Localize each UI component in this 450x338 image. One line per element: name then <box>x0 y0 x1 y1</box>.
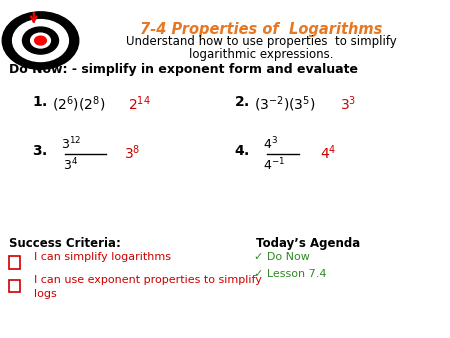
Text: logarithmic expressions.: logarithmic expressions. <box>189 48 333 61</box>
Text: Success Criteria:: Success Criteria: <box>9 237 121 249</box>
Circle shape <box>2 12 79 69</box>
Text: ✓ Lesson 7.4: ✓ Lesson 7.4 <box>254 269 327 279</box>
Text: $\mathbf{4.}$: $\mathbf{4.}$ <box>234 144 250 158</box>
Text: logs: logs <box>34 289 57 299</box>
Circle shape <box>31 33 50 48</box>
Text: $\mathbf{1.}$: $\mathbf{1.}$ <box>32 95 47 108</box>
Text: $3^4$: $3^4$ <box>63 157 78 174</box>
Text: ✓ Do Now: ✓ Do Now <box>254 252 310 262</box>
FancyBboxPatch shape <box>9 280 20 292</box>
Text: $3^8$: $3^8$ <box>124 144 140 162</box>
Text: $2^{14}$: $2^{14}$ <box>128 95 151 113</box>
Text: 7-4 Properties of  Logarithms: 7-4 Properties of Logarithms <box>140 22 382 37</box>
Text: $(2^6)(2^8)$: $(2^6)(2^8)$ <box>52 95 105 114</box>
Text: $\mathbf{3.}$: $\mathbf{3.}$ <box>32 144 47 158</box>
Text: $3^3$: $3^3$ <box>340 95 356 113</box>
Text: $(3^{-2})(3^5)$: $(3^{-2})(3^5)$ <box>254 95 316 114</box>
Circle shape <box>35 36 46 45</box>
Text: I can use exponent properties to simplify: I can use exponent properties to simplif… <box>34 275 261 286</box>
Text: $3^{12}$: $3^{12}$ <box>61 135 81 152</box>
Circle shape <box>22 27 58 54</box>
Text: $4^3$: $4^3$ <box>263 135 278 152</box>
Text: Do Now: - simplify in exponent form and evaluate: Do Now: - simplify in exponent form and … <box>9 63 358 75</box>
Text: $4^{-1}$: $4^{-1}$ <box>263 157 285 174</box>
Text: $4^4$: $4^4$ <box>320 144 336 162</box>
Text: I can simplify logarithms: I can simplify logarithms <box>34 252 171 262</box>
Text: Understand how to use properties  to simplify: Understand how to use properties to simp… <box>126 35 396 48</box>
Circle shape <box>13 20 68 62</box>
Text: Today’s Agenda: Today’s Agenda <box>256 237 361 249</box>
Text: $\mathbf{2.}$: $\mathbf{2.}$ <box>234 95 250 108</box>
FancyBboxPatch shape <box>9 256 20 269</box>
